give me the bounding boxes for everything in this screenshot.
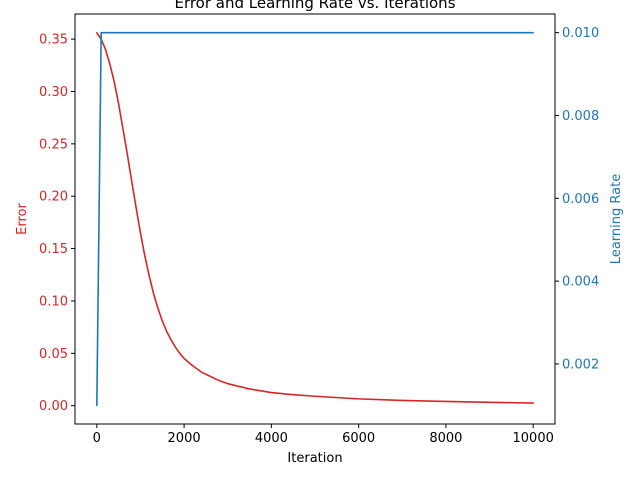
x-tick-label: 0 bbox=[93, 431, 101, 446]
x-tick-label: 6000 bbox=[342, 431, 375, 446]
y-left-tick-label: 0.00 bbox=[39, 399, 68, 414]
y-axis-left-label: Error bbox=[15, 203, 30, 235]
y-left-tick-label: 0.30 bbox=[39, 85, 68, 100]
y-right-tick-label: 0.006 bbox=[562, 192, 599, 207]
y-left-tick-label: 0.05 bbox=[39, 347, 68, 362]
x-tick-label: 10000 bbox=[513, 431, 554, 446]
y-right-tick-label: 0.008 bbox=[562, 109, 599, 124]
y-left-tick-label: 0.25 bbox=[39, 137, 68, 152]
y-left-tick-label: 0.10 bbox=[39, 294, 68, 309]
plot-series bbox=[96, 31, 534, 407]
plot-frame bbox=[74, 13, 556, 425]
y-left-tick-label: 0.35 bbox=[39, 33, 68, 48]
chart-title: Error and Learning Rate vs. Iterations bbox=[174, 0, 455, 12]
x-tick-label: 2000 bbox=[168, 431, 201, 446]
y-axis-right: 0.002 0.004 0.006 0.008 0.010 bbox=[555, 26, 599, 372]
x-tick-label: 4000 bbox=[255, 431, 288, 446]
y-axis-right-label: Learning Rate bbox=[609, 174, 624, 264]
y-axis-left: 0.00 0.05 0.10 0.15 0.20 0.25 0.30 0.35 bbox=[39, 33, 75, 414]
y-right-tick-label: 0.004 bbox=[562, 275, 599, 290]
x-axis-label: Iteration bbox=[287, 451, 342, 466]
y-left-tick-label: 0.20 bbox=[39, 190, 68, 205]
x-axis: 0 2000 4000 6000 8000 10000 bbox=[93, 424, 554, 446]
learning-rate-line bbox=[96, 31, 534, 407]
error-line bbox=[96, 32, 534, 404]
x-tick-label: 8000 bbox=[429, 431, 462, 446]
y-right-tick-label: 0.002 bbox=[562, 357, 599, 372]
y-left-tick-label: 0.15 bbox=[39, 242, 68, 257]
y-right-tick-label: 0.010 bbox=[562, 26, 599, 41]
